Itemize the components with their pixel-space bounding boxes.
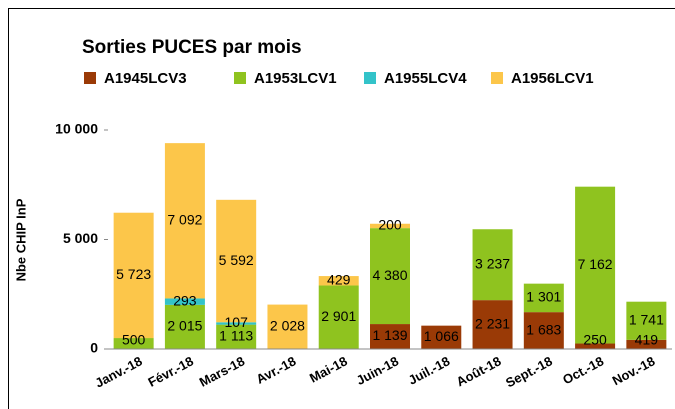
- bar-segment: [164, 304, 205, 349]
- data-label: 2 231: [475, 315, 510, 331]
- data-label: 250: [583, 332, 607, 348]
- data-label: 500: [122, 332, 146, 348]
- data-label: 7 092: [167, 212, 202, 228]
- legend-label: A1945LCV3: [104, 70, 187, 87]
- bar-segment: [575, 186, 616, 344]
- y-tick-label: 0: [90, 340, 98, 356]
- data-label: 2 015: [167, 318, 202, 334]
- x-tick-label: Oct.-18: [560, 353, 606, 387]
- bar-segment: [626, 339, 667, 349]
- x-tick-label: Nov.-18: [610, 353, 658, 388]
- bar-segment: [370, 324, 410, 349]
- data-label: 419: [635, 332, 659, 348]
- y-tick-label: 10 000: [55, 121, 98, 137]
- data-label: 5 723: [116, 266, 151, 282]
- data-label: 107: [225, 314, 249, 330]
- x-tick-label: Janv.-18: [93, 353, 145, 390]
- data-label: 1 139: [372, 327, 407, 343]
- bar-segment: [472, 300, 513, 349]
- data-label: 1 113: [219, 328, 253, 344]
- bar-segment: [472, 229, 513, 301]
- bar-segment: [421, 325, 462, 349]
- bar-segment: [575, 343, 616, 349]
- bar-segment: [164, 143, 205, 299]
- bar-segment: [267, 304, 308, 349]
- data-label: 1 301: [526, 289, 561, 305]
- data-label: 1 741: [629, 311, 664, 327]
- x-tick-label: Juin-18: [354, 353, 401, 388]
- bar-segment: [370, 223, 410, 229]
- legend-label: A1955LCV4: [384, 70, 467, 87]
- x-tick-label: Juil.-18: [406, 353, 453, 387]
- bar-segment: [113, 338, 154, 349]
- legend-swatch: [491, 72, 503, 84]
- data-label: 293: [173, 292, 197, 308]
- data-label: 3 237: [475, 255, 510, 271]
- bar-segment: [318, 285, 359, 349]
- bar-segment: [318, 276, 359, 286]
- legend-swatch: [84, 72, 96, 84]
- legend-swatch: [234, 72, 246, 84]
- bar-segment: [523, 283, 564, 313]
- bar-segment: [216, 322, 257, 325]
- bar-segment: [626, 301, 667, 340]
- x-tick-label: Mars-18: [197, 353, 247, 389]
- legend-label: A1956LCV1: [511, 70, 594, 87]
- x-tick-label: Mai-18: [307, 353, 350, 385]
- data-label: 7 162: [578, 256, 613, 272]
- bar-segment: [164, 298, 205, 305]
- data-label: 2 901: [321, 308, 356, 324]
- bar-segment: [523, 312, 564, 349]
- data-label: 1 683: [526, 321, 561, 337]
- chart-title: Sorties PUCES par mois: [82, 37, 302, 58]
- legend-label: A1953LCV1: [254, 70, 337, 87]
- x-tick-label: Sept.-18: [503, 353, 555, 390]
- data-label: 200: [378, 217, 402, 233]
- data-label: 4 380: [372, 267, 407, 283]
- bar-segment: [216, 324, 257, 349]
- x-tick-label: Févr.-18: [145, 353, 195, 389]
- frame: [8, 8, 675, 409]
- bar-segment: [113, 212, 154, 339]
- data-label: 1 066: [424, 328, 459, 344]
- x-tick-label: Avr.-18: [254, 353, 299, 386]
- legend-swatch: [364, 72, 376, 84]
- y-tick-label: 5 000: [63, 230, 98, 246]
- bar-segment: [216, 199, 257, 323]
- data-label: 5 592: [219, 252, 254, 268]
- bar-segment: [370, 228, 410, 325]
- data-label: 429: [327, 271, 351, 287]
- x-tick-label: Août-18: [454, 353, 504, 389]
- data-label: 2 028: [270, 317, 305, 333]
- y-axis-label: Nbe CHIP InP: [13, 198, 28, 281]
